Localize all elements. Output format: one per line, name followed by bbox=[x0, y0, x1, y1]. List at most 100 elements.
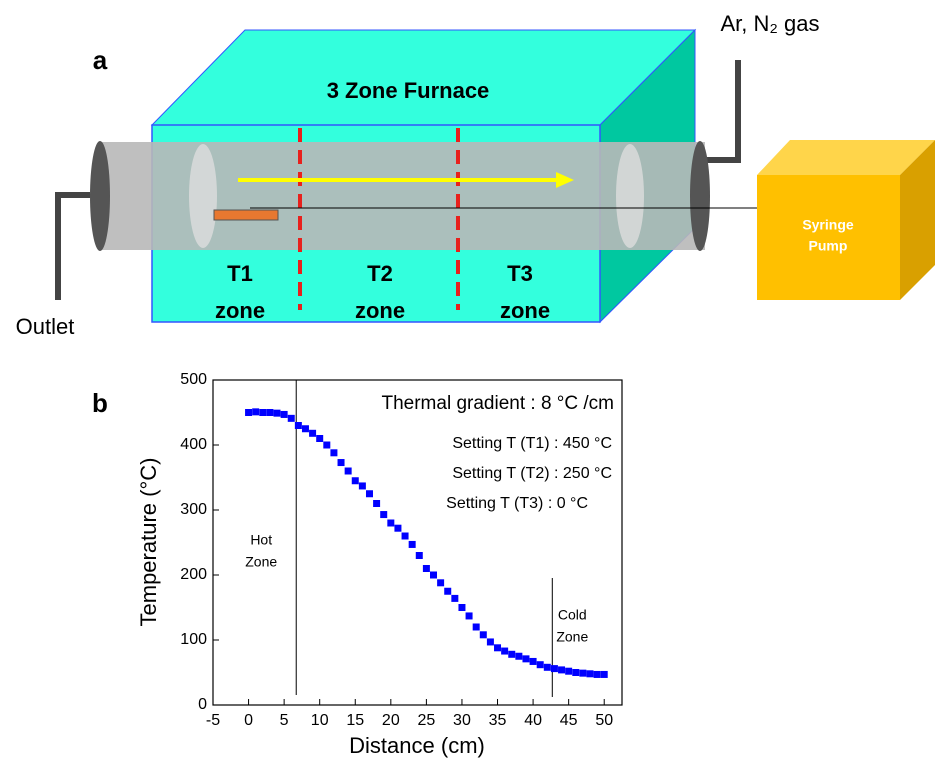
marker bbox=[601, 671, 608, 678]
marker bbox=[487, 638, 494, 645]
region-label: Hot bbox=[250, 532, 272, 548]
marker bbox=[359, 482, 366, 489]
x-tick-label: 20 bbox=[382, 712, 400, 729]
marker bbox=[515, 653, 522, 660]
marker bbox=[323, 442, 330, 449]
marker bbox=[281, 411, 288, 418]
figure: a 3 Zone Furnace T1 zone T2 zone T3 zone… bbox=[0, 0, 938, 767]
x-tick-label: 15 bbox=[346, 712, 364, 729]
marker bbox=[373, 500, 380, 507]
x-tick-label: -5 bbox=[206, 712, 220, 729]
region-label: Cold bbox=[558, 607, 587, 623]
annotation: Setting T (T3) : 0 °C bbox=[446, 495, 588, 512]
x-tick-label: 10 bbox=[311, 712, 329, 729]
region-label: Zone bbox=[245, 554, 277, 570]
pump-label: Syringe bbox=[802, 217, 854, 233]
marker bbox=[508, 651, 515, 658]
marker bbox=[522, 655, 529, 662]
marker bbox=[302, 425, 309, 432]
furnace-title: 3 Zone Furnace bbox=[327, 78, 490, 103]
marker bbox=[451, 595, 458, 602]
marker bbox=[430, 572, 437, 579]
marker bbox=[444, 588, 451, 595]
annotation: Thermal gradient : 8 °C /cm bbox=[381, 393, 614, 414]
marker bbox=[266, 409, 273, 416]
marker bbox=[259, 409, 266, 416]
marker bbox=[366, 490, 373, 497]
marker bbox=[579, 670, 586, 677]
y-tick-label: 300 bbox=[180, 501, 207, 518]
marker bbox=[480, 631, 487, 638]
marker bbox=[437, 579, 444, 586]
marker bbox=[274, 410, 281, 417]
marker bbox=[551, 665, 558, 672]
annotation: Setting T (T2) : 250 °C bbox=[452, 465, 612, 482]
marker bbox=[402, 533, 409, 540]
marker bbox=[288, 415, 295, 422]
marker bbox=[409, 541, 416, 548]
x-tick-label: 35 bbox=[489, 712, 507, 729]
marker bbox=[466, 612, 473, 619]
annotation: Setting T (T1) : 450 °C bbox=[452, 435, 612, 452]
marker bbox=[380, 511, 387, 518]
region-label: Zone bbox=[556, 629, 588, 645]
y-axis-title: Temperature (°C) bbox=[136, 458, 161, 627]
marker bbox=[387, 520, 394, 527]
y-tick-label: 200 bbox=[180, 566, 207, 583]
y-tick-label: 400 bbox=[180, 436, 207, 453]
marker bbox=[330, 449, 337, 456]
x-tick-label: 0 bbox=[244, 712, 253, 729]
gas-pipe bbox=[705, 60, 738, 160]
marker bbox=[309, 430, 316, 437]
zone-name: T3 bbox=[507, 261, 533, 286]
plug bbox=[189, 144, 217, 248]
tube-end bbox=[90, 141, 110, 251]
marker bbox=[558, 666, 565, 673]
y-tick-label: 500 bbox=[180, 371, 207, 388]
zone-word: zone bbox=[500, 298, 550, 323]
panel-label: b bbox=[92, 388, 108, 418]
plug bbox=[616, 144, 644, 248]
x-tick-label: 5 bbox=[280, 712, 289, 729]
zone-name: T1 bbox=[227, 261, 253, 286]
marker bbox=[586, 670, 593, 677]
marker bbox=[473, 624, 480, 631]
y-tick-label: 0 bbox=[198, 696, 207, 713]
marker bbox=[537, 661, 544, 668]
marker bbox=[394, 525, 401, 532]
marker bbox=[530, 658, 537, 665]
marker bbox=[594, 671, 601, 678]
marker bbox=[252, 408, 259, 415]
plot-frame bbox=[213, 380, 622, 705]
zone-word: zone bbox=[355, 298, 405, 323]
marker bbox=[345, 468, 352, 475]
marker bbox=[245, 409, 252, 416]
zone-word: zone bbox=[215, 298, 265, 323]
marker bbox=[572, 669, 579, 676]
zone-name: T2 bbox=[367, 261, 393, 286]
x-axis-title: Distance (cm) bbox=[349, 733, 485, 758]
x-tick-label: 40 bbox=[524, 712, 542, 729]
marker bbox=[316, 435, 323, 442]
marker bbox=[544, 664, 551, 671]
marker bbox=[501, 648, 508, 655]
x-tick-label: 25 bbox=[417, 712, 435, 729]
x-tick-label: 50 bbox=[595, 712, 613, 729]
gas-label: Ar, N₂ gas bbox=[720, 11, 819, 36]
panel-label: a bbox=[93, 45, 108, 75]
marker bbox=[416, 552, 423, 559]
marker bbox=[565, 668, 572, 675]
pump-label: Pump bbox=[809, 238, 848, 254]
outlet-label: Outlet bbox=[16, 314, 75, 339]
sample-boat bbox=[214, 210, 278, 220]
marker bbox=[494, 644, 501, 651]
marker bbox=[352, 477, 359, 484]
x-tick-label: 45 bbox=[560, 712, 578, 729]
marker bbox=[423, 565, 430, 572]
marker bbox=[458, 604, 465, 611]
y-tick-label: 100 bbox=[180, 631, 207, 648]
marker bbox=[338, 459, 345, 466]
x-tick-label: 30 bbox=[453, 712, 471, 729]
tube-end bbox=[690, 141, 710, 251]
marker bbox=[295, 422, 302, 429]
